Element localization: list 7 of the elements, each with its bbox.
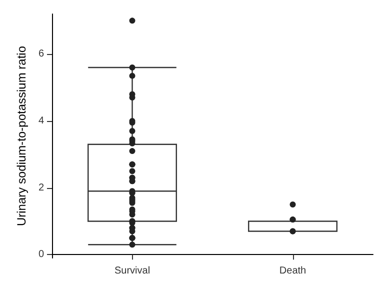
y-axis-title: Urinary sodium-to-potassium ratio	[14, 46, 29, 226]
y-tick-label: 2	[38, 182, 44, 194]
x-tick-label: Death	[279, 266, 306, 276]
x-tick-label: Survival	[114, 266, 150, 276]
y-tick-label: 0	[38, 249, 44, 260]
y-tick-label: 4	[38, 115, 44, 126]
y-tick-label: 6	[38, 48, 44, 60]
